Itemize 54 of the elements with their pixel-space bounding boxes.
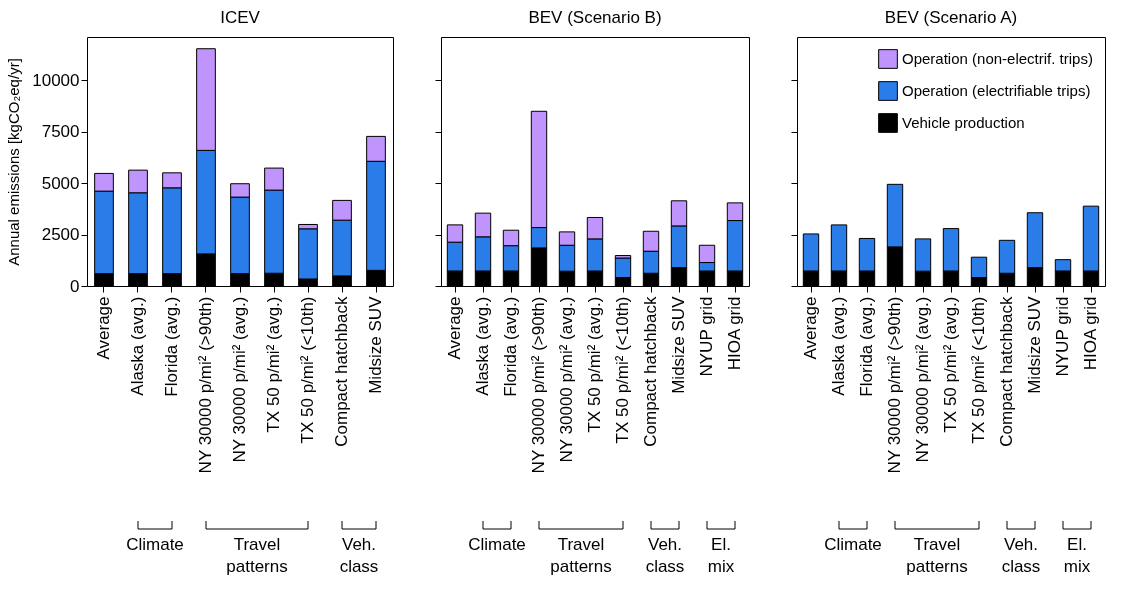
x-tick-label: NY 30000 p/mi² (>90th) — [529, 296, 548, 474]
x-tick-label: TX 50 p/mi² (<10th) — [969, 296, 988, 444]
text: Climate — [468, 535, 526, 554]
x-tick-label: NYUP grid — [697, 296, 716, 377]
x-tick-label: Florida (avg.) — [162, 296, 181, 397]
x-tick-label: NY 30000 p/mi² (>90th) — [885, 296, 904, 474]
text: Veh. class — [1001, 535, 1041, 576]
x-tick-label: TX 50 p/mi² (avg.) — [585, 296, 604, 433]
x-tick-label: Alaska (avg.) — [473, 296, 492, 396]
text: El. mix — [1063, 535, 1091, 576]
y-tick-label: 2500 — [41, 225, 80, 245]
chart-title: BEV (Scenario B) — [528, 8, 662, 27]
x-tick-label: Compact hatchback — [641, 296, 660, 447]
x-tick-label: NY 30000 p/mi² (>90th) — [196, 296, 215, 474]
x-tick-label: NY 30000 p/mi² (avg.) — [913, 296, 932, 463]
chart-title: ICEV — [220, 8, 261, 27]
x-tick-label: HIOA grid — [725, 296, 744, 371]
text: Travel patterns — [906, 535, 968, 576]
x-tick-label: Average — [801, 296, 820, 360]
y-axis-title: Annual emissions [kgCO₂eq/yr] — [5, 58, 23, 266]
x-tick-label: Alaska (avg.) — [128, 296, 147, 396]
x-tick-label: TX 50 p/mi² (avg.) — [264, 296, 283, 433]
x-tick-label: Midsize SUV — [1025, 295, 1044, 394]
text: Climate — [126, 535, 184, 554]
legend-label: Operation (electrifiable trips) — [902, 82, 1091, 99]
y-tick-label: 5000 — [41, 173, 80, 193]
x-tick-label: Florida (avg.) — [857, 296, 876, 397]
x-tick-label: Midsize SUV — [669, 295, 688, 394]
x-tick-label: Florida (avg.) — [501, 296, 520, 397]
x-tick-label: TX 50 p/mi² (<10th) — [298, 296, 317, 444]
y-tick-label: 10000 — [32, 70, 80, 90]
legend-label: Operation (non-electrif. trips) — [902, 50, 1093, 67]
x-tick-label: NY 30000 p/mi² (avg.) — [230, 296, 249, 463]
x-tick-label: Midsize SUV — [366, 295, 385, 394]
x-tick-label: Compact hatchback — [332, 296, 351, 447]
chart-title: BEV (Scenario A) — [884, 8, 1018, 27]
legend-label: Vehicle production — [902, 114, 1025, 131]
text: Travel patterns — [226, 535, 288, 576]
x-tick-label: NY 30000 p/mi² (avg.) — [557, 296, 576, 463]
x-tick-label: Average — [445, 296, 464, 360]
text: Travel patterns — [550, 535, 612, 576]
y-tick-label: 0 — [70, 276, 80, 296]
x-tick-label: Compact hatchback — [997, 296, 1016, 447]
text: Veh. class — [645, 535, 685, 576]
text: El. mix — [707, 535, 735, 576]
x-tick-label: NYUP grid — [1053, 296, 1072, 377]
text: Veh. class — [339, 535, 379, 576]
x-tick-label: TX 50 p/mi² (<10th) — [613, 296, 632, 444]
x-tick-label: TX 50 p/mi² (avg.) — [941, 296, 960, 433]
x-tick-label: Alaska (avg.) — [829, 296, 848, 396]
x-tick-label: Average — [94, 296, 113, 360]
text: Climate — [824, 535, 882, 554]
x-tick-label: HIOA grid — [1081, 296, 1100, 371]
y-tick-label: 7500 — [41, 122, 80, 142]
